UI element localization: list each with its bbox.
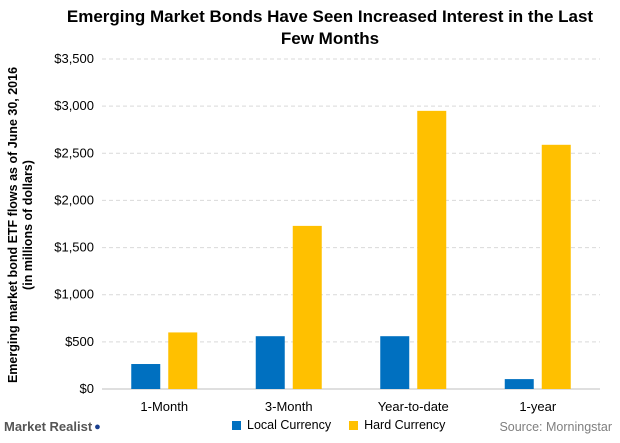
x-tick-label: 1-year — [519, 399, 557, 414]
bar-local-currency — [504, 379, 534, 389]
bar-local-currency — [380, 336, 410, 389]
bar-local-currency — [131, 364, 161, 389]
bar-hard-currency — [417, 110, 447, 389]
legend-swatch-hard — [349, 420, 359, 430]
y-tick-label: $500 — [65, 334, 94, 349]
y-tick-label: $2,000 — [54, 192, 94, 207]
logo-mark-icon: ● — [94, 420, 101, 433]
x-tick-label: 1-Month — [140, 399, 188, 414]
brand-logo: Market Realist ● — [4, 419, 101, 434]
legend-item-local: Local Currency — [232, 418, 331, 432]
legend: Local Currency Hard Currency — [232, 418, 445, 432]
y-tick-label: $2,500 — [54, 145, 94, 160]
y-tick-label: $1,000 — [54, 287, 94, 302]
legend-item-hard: Hard Currency — [349, 418, 445, 432]
brand-logo-text: Market Realist — [4, 419, 93, 434]
bar-hard-currency — [168, 332, 198, 389]
y-tick-label: $1,500 — [54, 240, 94, 255]
legend-swatch-local — [232, 420, 241, 430]
y-tick-label: $3,000 — [54, 98, 94, 113]
legend-label-local: Local Currency — [247, 418, 332, 432]
bar-local-currency — [255, 336, 285, 389]
legend-label-hard: Hard Currency — [364, 418, 446, 432]
bar-hard-currency — [541, 144, 571, 389]
bar-hard-currency — [292, 225, 322, 389]
x-tick-label: 3-Month — [265, 399, 313, 414]
chart-title: Emerging Market Bonds Have Seen Increase… — [66, 7, 594, 48]
y-tick-label: $3,500 — [54, 51, 94, 66]
x-tick-label: Year-to-date — [378, 399, 449, 414]
source-note: Source: Morningstar — [499, 420, 612, 434]
y-tick-label: $0 — [80, 381, 94, 396]
